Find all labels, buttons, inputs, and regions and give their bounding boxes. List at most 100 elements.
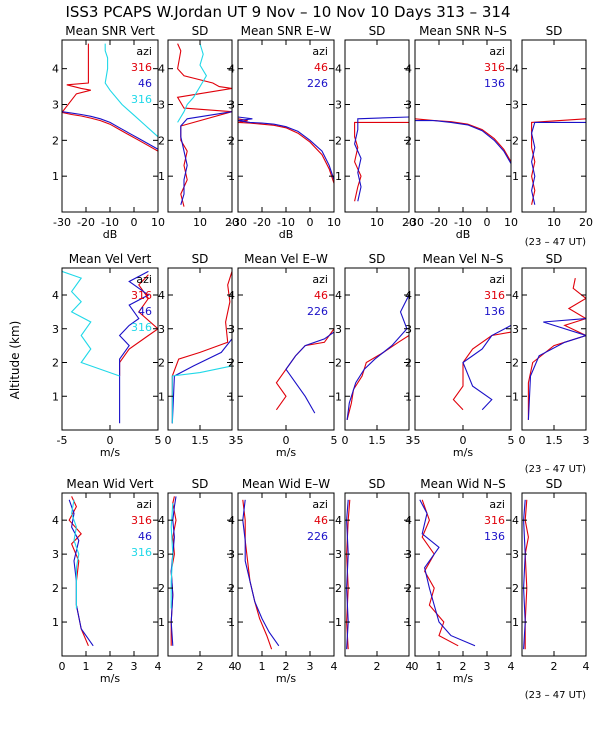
time-note-row1: (23 – 47 UT) <box>525 237 586 248</box>
y-tick-label: 3 <box>405 99 412 112</box>
panel-row3-ns-sd: SD 1 2 3 4 2 4 <box>512 477 590 673</box>
x-tick-label: 0 <box>165 434 172 447</box>
y-tick-label: 3 <box>158 323 165 336</box>
series-line-blue-226-1 <box>354 116 409 202</box>
x-tick-label: 0 <box>460 434 467 447</box>
legend-entry: 316 <box>131 93 152 106</box>
x-tick-label: 3 <box>406 434 413 447</box>
x-axis-label: dB <box>103 228 118 241</box>
time-note-row2: (23 – 47 UT) <box>525 464 586 475</box>
x-tick-label: -5 <box>57 434 68 447</box>
x-tick-label: 0 <box>131 216 138 229</box>
x-tick-label: 2 <box>197 660 204 673</box>
x-tick-label: 1 <box>436 660 443 673</box>
x-axis-label: m/s <box>276 446 296 459</box>
y-tick-label: 4 <box>158 63 165 76</box>
x-tick-label: 0 <box>519 434 526 447</box>
x-tick-label: 1.5 <box>368 434 386 447</box>
y-tick-label: 1 <box>228 390 235 403</box>
series-line-blue-226-1 <box>346 294 409 420</box>
legend-header: azi <box>136 498 152 511</box>
series-line-blue-226-1 <box>346 499 349 650</box>
x-tick-label: 2 <box>283 660 290 673</box>
y-tick-label: 1 <box>335 616 342 629</box>
series-line-blue-226-1 <box>242 499 280 647</box>
legend-entry: 226 <box>307 305 328 318</box>
legend-header: azi <box>489 273 505 286</box>
legend-header: azi <box>136 45 152 58</box>
y-tick-label: 3 <box>228 99 235 112</box>
series-line-blue-136-1 <box>531 121 586 205</box>
y-tick-label: 4 <box>228 514 235 527</box>
series-line-red-316-0 <box>119 274 158 376</box>
x-tick-label: -20 <box>77 216 95 229</box>
y-tick-label: 2 <box>52 134 59 147</box>
series-group <box>346 499 351 650</box>
series-line-blue-46-1 <box>171 338 232 424</box>
y-tick-label: 2 <box>52 357 59 370</box>
y-tick-label: 3 <box>52 323 59 336</box>
y-tick-label: 4 <box>335 289 342 302</box>
x-tick-label: 4 <box>508 660 515 673</box>
series-group <box>242 499 280 650</box>
x-tick-label: 0 <box>412 660 419 673</box>
x-axis-label: m/s <box>100 672 120 685</box>
panel-title: Mean Vel N–S <box>423 252 504 266</box>
legend-header: azi <box>489 498 505 511</box>
legend-entry: 46 <box>138 77 152 90</box>
series-group <box>354 116 409 202</box>
x-tick-label: -30 <box>53 216 71 229</box>
y-tick-label: 1 <box>512 390 519 403</box>
y-tick-label: 3 <box>52 548 59 561</box>
x-tick-label: 0 <box>283 434 290 447</box>
legend-entry: 316 <box>131 321 152 334</box>
series-line-blue-136-1 <box>523 499 526 650</box>
series-line-red-46-0 <box>354 121 409 202</box>
x-tick-label: -5 <box>233 434 244 447</box>
series-line-cyan-316-2 <box>71 499 80 609</box>
legend-entry: 316 <box>131 61 152 74</box>
panel-title: SD <box>369 477 386 491</box>
y-tick-label: 3 <box>52 99 59 112</box>
series-line-blue-226-1 <box>285 331 334 414</box>
panel-title: Mean Wid Vert <box>66 477 153 491</box>
x-tick-label: 10 <box>327 216 341 229</box>
panel-title: Mean SNR N–S <box>419 24 507 38</box>
x-tick-label: 0 <box>342 434 349 447</box>
y-tick-label: 3 <box>512 323 519 336</box>
y-tick-label: 2 <box>335 357 342 370</box>
y-tick-label: 1 <box>52 616 59 629</box>
series-line-blue-46-1 <box>118 270 150 424</box>
series-group <box>415 118 511 164</box>
panel-title: SD <box>192 477 209 491</box>
y-tick-label: 4 <box>228 63 235 76</box>
series-line-red-316-0 <box>176 43 232 207</box>
y-tick-label: 4 <box>158 514 165 527</box>
y-tick-label: 3 <box>158 99 165 112</box>
x-tick-label: 3 <box>484 660 491 673</box>
x-tick-label: 20 <box>579 216 593 229</box>
y-tick-label: 2 <box>52 582 59 595</box>
x-tick-label: 4 <box>155 660 162 673</box>
x-tick-label: 3 <box>307 660 314 673</box>
x-tick-label: 4 <box>406 660 413 673</box>
y-tick-label: 1 <box>512 616 519 629</box>
legend-entry: 316 <box>484 61 505 74</box>
y-tick-label: 1 <box>405 390 412 403</box>
panel-title: SD <box>192 252 209 266</box>
x-axis-label: m/s <box>453 446 473 459</box>
y-tick-label: 4 <box>52 63 59 76</box>
series-line-blue-226-1 <box>238 116 334 180</box>
y-tick-label: 1 <box>405 170 412 183</box>
y-tick-label: 2 <box>158 134 165 147</box>
y-tick-label: 2 <box>335 582 342 595</box>
y-tick-label: 2 <box>512 357 519 370</box>
y-tick-label: 4 <box>335 514 342 527</box>
series-group <box>171 271 232 424</box>
legend-entry: 316 <box>131 514 152 527</box>
series-line-red-316-0 <box>171 271 232 424</box>
y-tick-label: 2 <box>405 357 412 370</box>
panel-title: SD <box>369 252 386 266</box>
x-tick-label: 3 <box>229 434 236 447</box>
